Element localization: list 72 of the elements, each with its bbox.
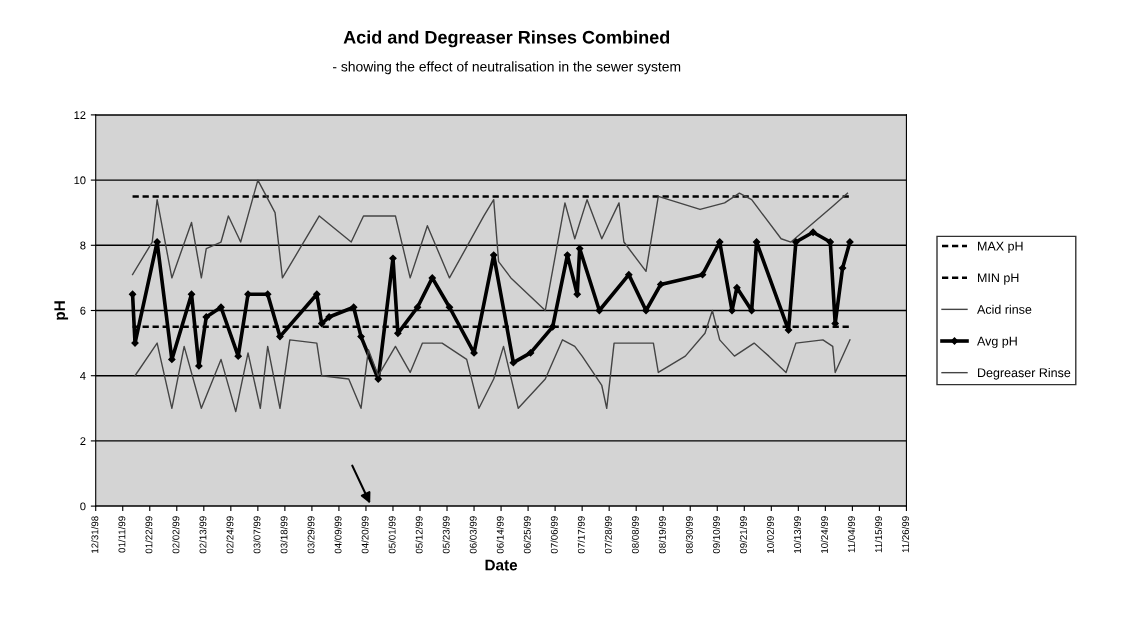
x-tick-label: 03/07/99 [253, 516, 261, 554]
point [187, 290, 196, 298]
legend-label: MIN pH [978, 273, 1019, 285]
point [244, 290, 252, 298]
legend-label: Degreaser Rinse [978, 367, 1071, 380]
x-tick-label: 04/09/99 [334, 516, 342, 554]
point [625, 270, 633, 279]
x-tick-label: 11/26/99 [901, 516, 910, 553]
point [526, 349, 535, 357]
y-tick-label: 8 [80, 241, 86, 250]
point [128, 290, 137, 298]
legend-label: Acid rinse [977, 304, 1032, 314]
x-tick-label: 05/12/99 [415, 516, 423, 554]
x-tick-label: 10/13/99 [793, 516, 801, 553]
point [325, 313, 333, 321]
point [357, 332, 365, 341]
x-tick-label: 02/02/99 [172, 516, 180, 554]
y-tick-label: 0 [80, 502, 86, 511]
x-tick-label: 06/03/99 [469, 516, 477, 554]
x-tick-label: 12/31/98 [91, 516, 99, 553]
x-tick-label: 11/04/99 [847, 516, 855, 553]
legend-label: MAX pH [978, 241, 1023, 254]
x-tick-label: 07/06/99 [550, 516, 558, 554]
point [264, 290, 272, 298]
x-tick-label: 01/11/99 [118, 516, 126, 553]
point [389, 254, 397, 262]
x-tick-label: 08/19/99 [658, 516, 666, 554]
y-tick-label: 2 [80, 437, 86, 445]
point [698, 270, 707, 279]
x-tick-label: 02/13/99 [199, 516, 207, 554]
line-series [134, 309, 851, 413]
x-tick-label: 10/02/99 [766, 516, 774, 553]
x-tick-label: 06/25/99 [523, 516, 531, 554]
point [549, 323, 557, 331]
point [809, 228, 817, 236]
x-tick-label: 08/30/99 [685, 516, 693, 554]
point [784, 326, 793, 334]
point [202, 313, 210, 321]
x-tick-label: 01/22/99 [145, 516, 153, 554]
y-tick-label: 12 [74, 111, 86, 119]
chart-subtitle: - showing the effect of neutralisation in the sewer system [332, 61, 681, 75]
x-tick-label: 03/18/99 [280, 516, 288, 554]
line-series [131, 179, 849, 312]
x-tick-label: 05/23/99 [442, 516, 450, 554]
x-tick-label: 10/24/99 [820, 516, 828, 553]
y-tick-label: 10 [74, 176, 86, 185]
point [509, 359, 517, 367]
y-tick-label: 6 [80, 306, 86, 315]
x-tick-label: 03/29/99 [307, 516, 315, 554]
x-tick-label: 09/21/99 [739, 516, 747, 554]
x-tick-label: 07/28/99 [604, 516, 612, 554]
x-tick-label: 11/15/99 [874, 516, 883, 553]
x-tick-label: 06/14/99 [496, 516, 504, 554]
point [413, 303, 422, 311]
y-axis-title: pH [54, 301, 69, 320]
point [846, 238, 854, 246]
point [826, 238, 834, 246]
point [131, 339, 139, 347]
x-tick-label: 08/08/99 [631, 516, 639, 554]
y-tick-label: 4 [80, 372, 86, 380]
point [445, 303, 454, 311]
legend-label: Avg pH [977, 336, 1017, 348]
chart-title: Acid and Degreaser Rinses Combined [343, 30, 670, 48]
x-axis-title: Date [485, 559, 518, 571]
point [657, 280, 665, 289]
x-tick-label: 05/01/99 [388, 516, 396, 554]
x-tick-label: 07/17/99 [577, 516, 585, 554]
x-tick-label: 09/10/99 [712, 516, 720, 554]
x-tick-label: 02/24/99 [226, 516, 234, 554]
point [838, 264, 847, 272]
point [792, 238, 800, 246]
x-tick-label: 04/20/99 [361, 516, 369, 554]
